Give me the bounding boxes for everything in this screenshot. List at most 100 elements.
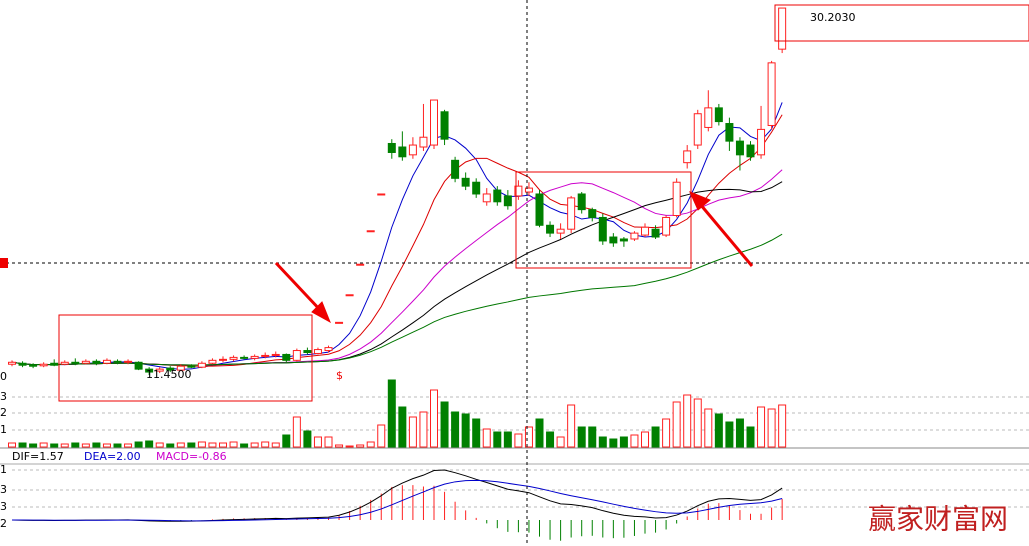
volume-bar xyxy=(134,441,143,448)
volume-bar xyxy=(503,431,512,448)
left-label: 2 xyxy=(0,406,7,419)
volume-bar xyxy=(524,426,533,448)
indicator-label: DEA=2.00 xyxy=(84,450,141,463)
volume-bar xyxy=(303,430,312,448)
watermark: 赢家财富网 xyxy=(868,503,1008,536)
candle-body xyxy=(609,236,618,244)
volume-bar xyxy=(767,408,776,448)
candle-body xyxy=(102,359,111,364)
volume-bar xyxy=(208,442,217,448)
volume-bar xyxy=(735,418,744,448)
candle-body xyxy=(229,356,238,360)
candle-body xyxy=(514,185,523,197)
candle-body xyxy=(767,62,776,126)
volume-bar xyxy=(598,436,607,448)
low-label: 11.4500 xyxy=(146,368,192,381)
candle-body xyxy=(113,360,122,363)
volume-bar xyxy=(630,434,639,448)
candle-body xyxy=(535,193,544,226)
candle-body xyxy=(282,353,291,361)
volume-bar xyxy=(651,426,660,448)
candle-body xyxy=(187,365,196,368)
volume-bar xyxy=(366,441,375,448)
candle-body xyxy=(546,224,555,234)
crosshair-marker xyxy=(0,258,8,268)
candle-body xyxy=(60,361,69,365)
left-label: 3 xyxy=(0,500,7,513)
volume-bar xyxy=(377,424,386,448)
volume-bar xyxy=(113,443,122,448)
volume-bar xyxy=(672,401,681,448)
candle-body xyxy=(493,189,502,203)
candle-body xyxy=(704,107,713,128)
candle-body xyxy=(50,362,59,366)
candle-body xyxy=(240,356,249,359)
volume-bar xyxy=(124,443,133,448)
volume-bar xyxy=(493,431,502,448)
volume-bar xyxy=(166,443,175,448)
left-label: 3 xyxy=(0,483,7,496)
volume-bar xyxy=(345,445,354,448)
macd-line xyxy=(11,479,783,522)
volume-bar xyxy=(693,398,702,448)
volume-bar xyxy=(187,442,196,448)
volume-bar xyxy=(387,379,396,448)
volume-bar xyxy=(356,444,365,448)
volume-bar xyxy=(546,431,555,448)
volume-bar xyxy=(704,408,713,448)
candle-body xyxy=(725,123,734,142)
volume-bar xyxy=(577,426,586,448)
candle-body xyxy=(345,294,354,297)
volume-bar xyxy=(145,440,154,448)
volume-bar xyxy=(29,443,38,448)
arrows xyxy=(274,191,754,324)
candle-body xyxy=(313,349,322,354)
highlight-boxes xyxy=(58,4,1029,402)
volume-bar xyxy=(229,441,238,448)
volume-bar xyxy=(514,433,523,448)
macd-line xyxy=(11,469,783,522)
candle-body xyxy=(630,232,639,240)
volume-bar xyxy=(50,443,59,448)
candle-body xyxy=(166,367,175,371)
candle-body xyxy=(588,209,597,218)
left-label: 3 xyxy=(0,390,7,403)
ma-line xyxy=(11,169,783,366)
candle-body xyxy=(440,111,449,140)
volume-bar xyxy=(92,442,101,448)
candle-body xyxy=(662,216,671,236)
candle-body xyxy=(303,350,312,353)
left-label: 0 xyxy=(0,370,7,383)
volume-bar xyxy=(282,434,291,448)
candle-body xyxy=(324,347,333,352)
candle-body xyxy=(292,350,301,361)
candle-body xyxy=(219,358,227,361)
volume-bar xyxy=(60,443,69,448)
candle-body xyxy=(71,361,80,364)
candle-body xyxy=(461,177,470,187)
volume-bar xyxy=(292,416,301,448)
volume-bar xyxy=(408,416,417,448)
volume-bar xyxy=(430,389,438,448)
volume-bar xyxy=(683,394,692,448)
volume-bar xyxy=(240,443,249,448)
volume-bar xyxy=(588,426,597,448)
volume-bar xyxy=(335,444,344,448)
candle-body xyxy=(208,359,217,364)
left-label: 1 xyxy=(0,423,7,436)
candle-body xyxy=(81,360,90,364)
volume-bar xyxy=(219,442,227,448)
volume-bar xyxy=(102,443,111,448)
candle-body xyxy=(651,228,660,238)
candle-body xyxy=(693,113,702,146)
volume-bar xyxy=(440,401,449,448)
candle-body xyxy=(619,238,628,242)
candle-body xyxy=(419,136,428,148)
volume-bar xyxy=(757,406,766,448)
candle-body xyxy=(778,7,787,50)
candle-body xyxy=(757,128,766,156)
plot xyxy=(8,7,787,541)
candle-body xyxy=(29,364,38,367)
candle-body xyxy=(271,353,280,356)
candle-body xyxy=(714,107,723,123)
